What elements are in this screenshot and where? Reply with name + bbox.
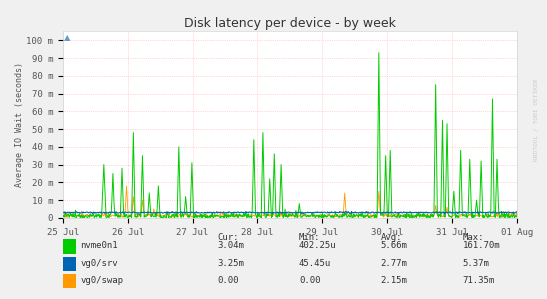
Text: 2.15m: 2.15m [381, 276, 408, 285]
Text: Max:: Max: [462, 233, 484, 242]
Text: 0.00: 0.00 [299, 276, 321, 285]
Text: 0.00: 0.00 [217, 276, 239, 285]
Text: RRDTOOL / TOBI OETIKER: RRDTOOL / TOBI OETIKER [533, 78, 538, 161]
FancyBboxPatch shape [63, 274, 75, 288]
Text: Min:: Min: [299, 233, 321, 242]
Text: 402.25u: 402.25u [299, 241, 336, 250]
Text: 5.66m: 5.66m [381, 241, 408, 250]
Text: ▲: ▲ [64, 33, 71, 42]
Text: nvme0n1: nvme0n1 [80, 241, 118, 250]
Text: 2.77m: 2.77m [381, 259, 408, 268]
Text: 45.45u: 45.45u [299, 259, 331, 268]
Text: Avg:: Avg: [381, 233, 402, 242]
Y-axis label: Average IO Wait (seconds): Average IO Wait (seconds) [15, 62, 24, 187]
Text: 71.35m: 71.35m [462, 276, 494, 285]
Text: vg0/swap: vg0/swap [80, 276, 123, 285]
Text: vg0/srv: vg0/srv [80, 259, 118, 268]
FancyBboxPatch shape [63, 239, 75, 254]
Text: 5.37m: 5.37m [462, 259, 490, 268]
Text: 3.25m: 3.25m [217, 259, 244, 268]
FancyBboxPatch shape [63, 257, 75, 271]
Text: 3.04m: 3.04m [217, 241, 244, 250]
Title: Disk latency per device - by week: Disk latency per device - by week [184, 17, 396, 30]
Text: 161.70m: 161.70m [462, 241, 500, 250]
Text: Cur:: Cur: [217, 233, 239, 242]
